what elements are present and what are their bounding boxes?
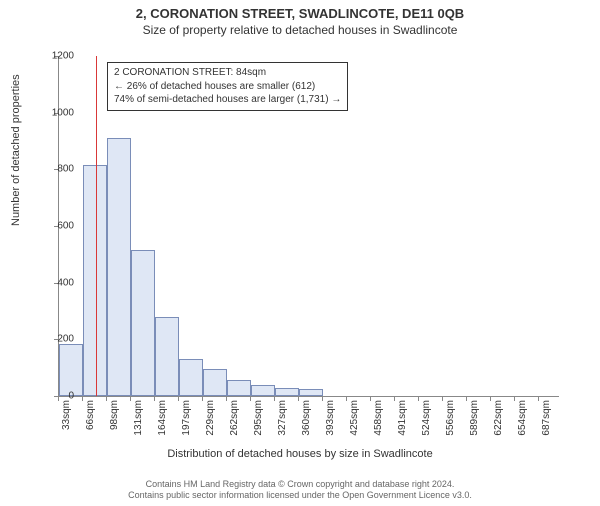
page-subtitle: Size of property relative to detached ho… [0, 23, 600, 37]
y-tick-label: 200 [44, 334, 74, 345]
x-tick-label: 360sqm [301, 400, 312, 436]
x-tick-mark [178, 396, 179, 401]
y-tick-label: 400 [44, 277, 74, 288]
info-line-2: ← 26% of detached houses are smaller (61… [114, 80, 341, 94]
x-tick-label: 262sqm [229, 400, 240, 436]
x-tick-mark [490, 396, 491, 401]
marker-line [96, 56, 97, 396]
x-tick-label: 98sqm [109, 400, 120, 430]
info-box: 2 CORONATION STREET: 84sqm ← 26% of deta… [107, 62, 348, 111]
histogram-bar [227, 380, 251, 396]
histogram-bar [107, 138, 131, 396]
histogram-bar [131, 250, 155, 396]
page-title: 2, CORONATION STREET, SWADLINCOTE, DE11 … [0, 6, 600, 21]
x-tick-label: 164sqm [157, 400, 168, 436]
x-tick-mark [58, 396, 59, 401]
x-tick-mark [106, 396, 107, 401]
x-tick-label: 393sqm [325, 400, 336, 436]
x-tick-mark [394, 396, 395, 401]
x-tick-mark [346, 396, 347, 401]
x-tick-mark [514, 396, 515, 401]
x-tick-mark [226, 396, 227, 401]
footer-line-2: Contains public sector information licen… [0, 490, 600, 502]
y-tick-label: 800 [44, 164, 74, 175]
histogram-bar [299, 389, 323, 396]
info-line-1: 2 CORONATION STREET: 84sqm [114, 66, 341, 80]
x-tick-mark [322, 396, 323, 401]
footer: Contains HM Land Registry data © Crown c… [0, 479, 600, 502]
plot-region: 2 CORONATION STREET: 84sqm ← 26% of deta… [58, 56, 559, 397]
histogram-bar [59, 344, 83, 396]
x-tick-label: 66sqm [85, 400, 96, 430]
y-tick-label: 600 [44, 221, 74, 232]
x-tick-label: 197sqm [181, 400, 192, 436]
x-tick-label: 524sqm [421, 400, 432, 436]
x-tick-mark [202, 396, 203, 401]
x-tick-label: 458sqm [373, 400, 384, 436]
x-tick-mark [250, 396, 251, 401]
chart-area: 2 CORONATION STREET: 84sqm ← 26% of deta… [58, 56, 578, 426]
x-tick-mark [274, 396, 275, 401]
x-tick-mark [82, 396, 83, 401]
x-tick-label: 654sqm [517, 400, 528, 436]
x-tick-label: 589sqm [469, 400, 480, 436]
histogram-bar [83, 165, 107, 396]
x-tick-mark [466, 396, 467, 401]
histogram-bar [179, 359, 203, 396]
x-tick-mark [154, 396, 155, 401]
x-tick-label: 131sqm [133, 400, 144, 436]
x-tick-mark [442, 396, 443, 401]
x-tick-label: 687sqm [541, 400, 552, 436]
x-tick-label: 425sqm [349, 400, 360, 436]
x-tick-mark [538, 396, 539, 401]
y-tick-label: 1200 [44, 51, 74, 62]
histogram-bar [251, 385, 275, 396]
x-tick-label: 556sqm [445, 400, 456, 436]
y-axis-label: Number of detached properties [10, 74, 22, 226]
x-axis-label: Distribution of detached houses by size … [0, 448, 600, 460]
histogram-bar [275, 388, 299, 397]
histogram-bar [155, 317, 179, 396]
x-tick-label: 229sqm [205, 400, 216, 436]
x-tick-mark [418, 396, 419, 401]
footer-line-1: Contains HM Land Registry data © Crown c… [0, 479, 600, 491]
x-tick-mark [298, 396, 299, 401]
x-tick-label: 33sqm [61, 400, 72, 430]
x-tick-label: 491sqm [397, 400, 408, 436]
x-tick-mark [370, 396, 371, 401]
info-line-3: 74% of semi-detached houses are larger (… [114, 93, 341, 107]
x-tick-label: 327sqm [277, 400, 288, 436]
x-tick-mark [130, 396, 131, 401]
histogram-bar [203, 369, 227, 396]
x-tick-label: 622sqm [493, 400, 504, 436]
x-tick-label: 295sqm [253, 400, 264, 436]
y-tick-label: 1000 [44, 107, 74, 118]
